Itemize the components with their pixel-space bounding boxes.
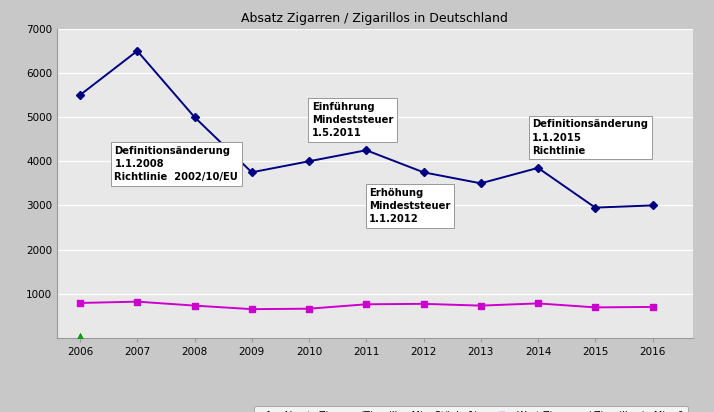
- Text: Erhöhung
Mindeststeuer
1.1.2012: Erhöhung Mindeststeuer 1.1.2012: [369, 188, 451, 224]
- Title: Absatz Zigarren / Zigarillos in Deutschland: Absatz Zigarren / Zigarillos in Deutschl…: [241, 12, 508, 25]
- Text: Definitionsänderung
1.1.2015
Richtlinie: Definitionsänderung 1.1.2015 Richtlinie: [532, 119, 648, 156]
- Text: Definitionsänderung
1.1.2008
Richtlinie  2002/10/EU: Definitionsänderung 1.1.2008 Richtlinie …: [114, 146, 238, 182]
- Legend: Absatz Zigarren/Zigarillos Mio. Stück  1), Wert Zigarren / Zigarillos in Mio. €: Absatz Zigarren/Zigarillos Mio. Stück 1)…: [253, 406, 688, 412]
- Text: Einführung
Mindeststeuer
1.5.2011: Einführung Mindeststeuer 1.5.2011: [312, 102, 393, 138]
